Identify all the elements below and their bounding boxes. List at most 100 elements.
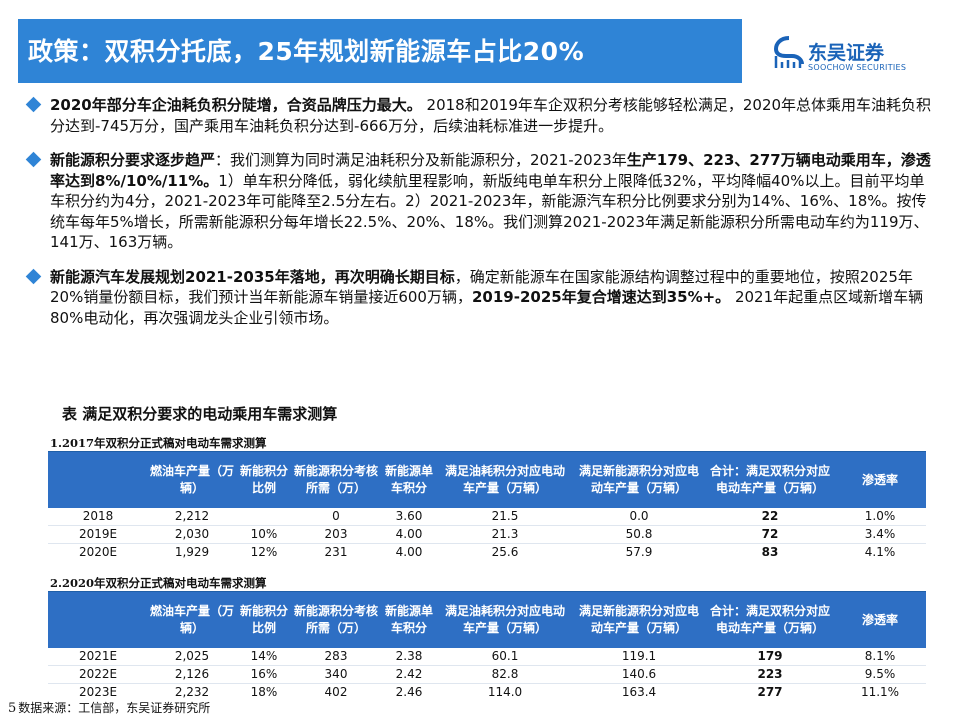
column-header: 新能源积分考核所需（万） [292,452,380,508]
table-cell: 402 [324,685,348,699]
table-cell: 277 [757,685,783,699]
table-row: 2022E 2,126 16% 340 2.42 82.8 140.6 223 9.5% [48,665,926,684]
table-cell: 2.42 [380,665,438,684]
table-cell: 57.9 [625,545,653,559]
table-cell: 231 [324,545,348,559]
table-cell: 0.0 [572,508,706,526]
bullet-text: ：我们测算为同时满足油耗积分及新能源积分，2021-2023年 [215,151,627,169]
table-cell: 2,232 [174,685,210,699]
column-header: 渗透率 [834,592,926,648]
table-row: 2021E 2,025 14% 283 2.38 60.1 119.1 179 8.1% [48,648,926,666]
data-table: 燃油车产量（万辆） 新能积分比例 新能源积分考核所需（万） 新能源单车积分 满足油耗积分… [48,592,926,701]
table-cell: 14% [236,648,292,666]
table-cell: 22 [706,508,834,526]
bullet-item: 新能源积分要求逐步趋严：我们测算为同时满足油耗积分及新能源积分，2021-202… [25,150,938,253]
column-header: 渗透率 [834,452,926,508]
bullet-list: 2020年部分车企油耗负积分陡增，合资品牌压力最大。 2018和2019年车企双… [25,95,938,342]
table-title: 表 满足双积分要求的电动乘用车需求测算 [62,405,338,423]
table-cell: 18% [250,685,278,699]
table-cell: 9.5% [834,665,926,684]
table-cell: 3.4% [834,525,926,544]
demand-table-2020: 2.2020年双积分正式稿对电动车需求测算 燃油车产量（万辆） 新能积分比例 新能源… [48,574,926,701]
table-cell: 12% [250,545,278,559]
column-header: 满足新能源积分对应电动车产量（万辆） [572,592,706,648]
logo-mark-icon [774,36,804,68]
column-header: 合计：满足双积分对应电动车产量（万辆） [706,452,834,508]
bullet-heading: 新能源汽车发展规划2021-2035年落地，再次明确长期目标 [50,267,455,286]
column-header: 满足油耗积分对应电动车产量（万辆） [438,592,572,648]
diamond-bullet-icon [25,96,42,113]
data-table: 燃油车产量（万辆） 新能积分比例 新能源积分考核所需（万） 新能源单车积分 满足油耗积分… [48,452,926,561]
table-cell: 1,929 [174,545,210,559]
column-header: 新能积分比例 [236,592,292,648]
bullet-text: ，确定新能源车在国家能源结构调整过程中的重要地位，按照2025年20%销量份额目… [50,267,913,307]
column-header: 燃油车产量（万辆） [148,452,236,508]
table-cell: 16% [236,665,292,684]
table-cell: 340 [292,665,380,684]
table-cell: 2,212 [148,508,236,526]
table-cell: 4.1% [864,545,896,559]
bullet-text: 2018和2019年车企双积分考核能够轻松满足，2020年总体乘用车油耗负积分达… [50,96,932,135]
table-body: 2021E 2,025 14% 283 2.38 60.1 119.1 179 8.1% 2022… [48,648,926,701]
table-cell: 1.0% [834,508,926,526]
table-cell: 2022E [48,665,148,684]
bullet-text: 2021年起重点区域新增车辆80%电动化，再次强调龙头企业引领市场。 [50,288,924,327]
column-header: 新能源积分考核所需（万） [292,592,380,648]
table-cell: 114.0 [487,685,523,699]
footer-source: 5 数据来源：工信部，东吴证券研究所 [8,699,210,716]
table-cell: 83 [761,545,779,559]
bullet-text: 1）单车积分降低，弱化续航里程影响，新版纯电单车积分上限降低32%，平均降幅40… [50,171,929,252]
table-row: 2019E 2,030 10% 203 4.00 21.3 50.8 72 3.4% [48,525,926,544]
bullet-highlight: 2019-2025年复合增速达到35%+。 [471,288,731,306]
table-cell: 140.6 [572,665,706,684]
column-header [48,452,148,508]
logo-text-cn: 东吴证券 [808,42,885,64]
column-header: 合计：满足双积分对应电动车产量（万辆） [706,592,834,648]
table-cell: 4.00 [395,545,423,559]
table-cell: 2023E [78,685,118,699]
table-cell: 21.3 [438,525,572,544]
table-cell: 50.8 [572,525,706,544]
column-header: 新能源单车积分 [380,452,438,508]
table-cell: 82.8 [438,665,572,684]
table-cell: 60.1 [438,648,572,666]
company-logo: 东吴证券 SOOCHOW SECURITIES [770,36,920,80]
table-cell: 179 [706,648,834,666]
table-cell: 203 [292,525,380,544]
table-cell: 11.1% [860,685,900,699]
title-banner: 政策：双积分托底，25年规划新能源车占比20% [18,19,742,83]
bullet-heading: 2020年部分车企油耗负积分陡增，合资品牌压力最大。 [50,96,422,114]
table-cell: 21.5 [438,508,572,526]
table-cell: 283 [292,648,380,666]
table-cell: 2.38 [380,648,438,666]
table-cell: 223 [706,665,834,684]
column-header: 满足油耗积分对应电动车产量（万辆） [438,452,572,508]
table-cell: 119.1 [572,648,706,666]
table-body: 2018 2,212 0 3.60 21.5 0.0 22 1.0% 2019E 2,030 10%… [48,508,926,561]
table-cell: 163.4 [621,685,657,699]
table-cell: 25.6 [491,545,519,559]
table-cell: 0 [292,508,380,526]
column-header: 新能源单车积分 [380,592,438,648]
table-row: 2023E 2,232 18% 402 2.46 114.0 163.4 277 11.1% [48,684,926,702]
table-cell: 2021E [48,648,148,666]
page-title: 政策：双积分托底，25年规划新能源车占比20% [28,37,585,66]
column-header: 新能积分比例 [236,452,292,508]
table-cell: 2020E [78,545,118,559]
table-cell: 2,025 [148,648,236,666]
table-cell: 8.1% [834,648,926,666]
table-cell: 3.60 [380,508,438,526]
table-cell: 2,030 [148,525,236,544]
table-caption: 1.2017年双积分正式稿对电动车需求测算 [48,434,926,452]
table-cell: 2.46 [395,685,423,699]
diamond-bullet-icon [25,268,42,284]
table-row: 2018 2,212 0 3.60 21.5 0.0 22 1.0% [48,508,926,526]
table-cell: 72 [706,525,834,544]
table-cell [236,508,292,526]
table-header-row: 燃油车产量（万辆） 新能积分比例 新能源积分考核所需（万） 新能源单车积分 满足油耗积分… [48,452,926,508]
bullet-highlight: 生产179、223、277万辆电动乘用车，渗透率达到8%/10%/11%。 [50,151,931,190]
bullet-item: 2020年部分车企油耗负积分陡增，合资品牌压力最大。 2018和2019年车企双… [25,95,938,136]
data-source: 数据来源：工信部，东吴证券研究所 [18,701,211,715]
bullet-heading: 新能源积分要求逐步趋严 [50,151,216,169]
table-cell: 2019E [48,525,148,544]
